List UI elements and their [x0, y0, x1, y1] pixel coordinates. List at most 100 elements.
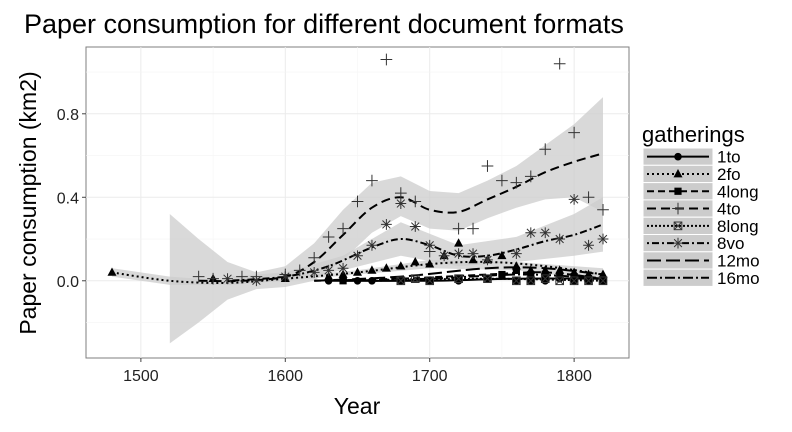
plus-marker	[481, 160, 494, 172]
point-8long	[598, 276, 608, 286]
plus-marker	[337, 222, 349, 235]
box-marker	[410, 274, 420, 284]
y-axis-ticks: 0.0 0.4 0.8	[57, 107, 86, 291]
box-marker	[483, 274, 492, 284]
point-2fo	[324, 271, 334, 280]
point-2fo	[107, 267, 117, 276]
star-marker	[672, 237, 684, 249]
point-4long	[339, 277, 347, 285]
star-marker	[323, 264, 335, 276]
plus-marker	[452, 222, 465, 235]
star-marker	[424, 239, 436, 251]
box-marker	[396, 276, 406, 286]
point-8vo	[424, 239, 436, 251]
point-8vo	[597, 233, 609, 245]
chart-title: Paper consumption for different document…	[24, 9, 624, 39]
square-marker	[674, 187, 682, 195]
star-marker	[467, 248, 479, 260]
triangle-marker	[107, 267, 117, 276]
point-4to	[322, 231, 335, 243]
triangle-marker	[673, 169, 683, 178]
star-marker	[337, 262, 349, 274]
x-tick-label: 1800	[556, 368, 592, 385]
point-8vo	[467, 248, 479, 260]
point-2fo	[410, 257, 420, 266]
point-4to	[337, 222, 349, 235]
point-8long	[512, 276, 521, 286]
square-marker	[498, 270, 506, 279]
box-marker	[454, 274, 463, 284]
legend-title: gatherings	[642, 122, 745, 147]
legend: gatherings 1to2fo4long4to8long8vo12mo16m…	[642, 122, 760, 288]
box-cross-marker	[598, 276, 608, 285]
trend-line-16mo	[343, 273, 604, 282]
point-4to	[597, 203, 609, 216]
legend-marker-4long	[674, 187, 682, 195]
point-2fo	[497, 250, 507, 260]
circle-marker	[368, 276, 376, 285]
point-8vo	[453, 248, 464, 260]
star-marker	[279, 271, 291, 282]
legend-label-8long: 8long	[717, 217, 759, 236]
plus-marker	[308, 251, 321, 264]
star-marker	[525, 227, 537, 239]
point-4to	[207, 272, 219, 285]
point-4to	[467, 222, 479, 235]
plus-marker	[351, 195, 364, 208]
point-8vo	[482, 254, 493, 266]
y-tick-label: 0.0	[57, 274, 79, 291]
box-cross-marker	[512, 276, 521, 285]
box-cross-marker	[569, 276, 579, 285]
plus-marker	[597, 203, 609, 216]
triangle-marker	[338, 269, 348, 278]
box-cross-marker	[425, 276, 434, 285]
point-2fo	[454, 238, 464, 247]
legend-label-16mo: 16mo	[717, 269, 760, 288]
point-4long	[512, 266, 520, 274]
point-4to	[394, 187, 407, 199]
triangle-marker	[353, 267, 362, 276]
star-marker	[380, 219, 392, 230]
star-marker	[482, 254, 493, 266]
star-marker	[568, 193, 580, 205]
point-2fo	[396, 261, 406, 270]
plus-marker	[192, 270, 205, 283]
confidence-band-8vo	[227, 197, 603, 285]
star-marker	[539, 227, 551, 239]
point-8long	[540, 274, 550, 284]
plus-marker	[568, 126, 580, 139]
square-marker	[512, 266, 520, 274]
x-tick-label: 1700	[412, 368, 448, 385]
legend-marker-8vo	[672, 237, 684, 249]
plus-marker	[293, 264, 306, 277]
point-4to	[236, 270, 248, 283]
point-4long	[498, 270, 506, 279]
box-cross-marker	[541, 274, 550, 283]
box-cross-marker	[584, 276, 593, 285]
star-marker	[438, 250, 450, 262]
plus-marker	[236, 270, 248, 283]
point-8vo	[568, 193, 580, 205]
x-axis-title: Year	[334, 393, 381, 419]
plus-marker	[582, 191, 595, 204]
point-8vo	[554, 233, 566, 245]
plus-marker	[207, 272, 219, 285]
data-points	[107, 53, 609, 287]
point-8vo	[583, 239, 594, 251]
point-8vo	[323, 264, 335, 276]
point-8long	[584, 276, 593, 286]
point-8long	[454, 274, 463, 284]
plus-marker	[496, 174, 508, 187]
triangle-marker	[396, 261, 406, 270]
plus-marker	[394, 187, 407, 199]
triangle-marker	[425, 259, 435, 268]
point-4to	[582, 191, 595, 204]
box-marker	[555, 276, 565, 286]
legend-label-12mo: 12mo	[717, 251, 760, 270]
point-8vo	[352, 250, 363, 262]
box-marker	[584, 276, 593, 286]
legend-label-4to: 4to	[717, 200, 741, 219]
square-marker	[584, 275, 593, 283]
star-marker	[583, 239, 594, 251]
